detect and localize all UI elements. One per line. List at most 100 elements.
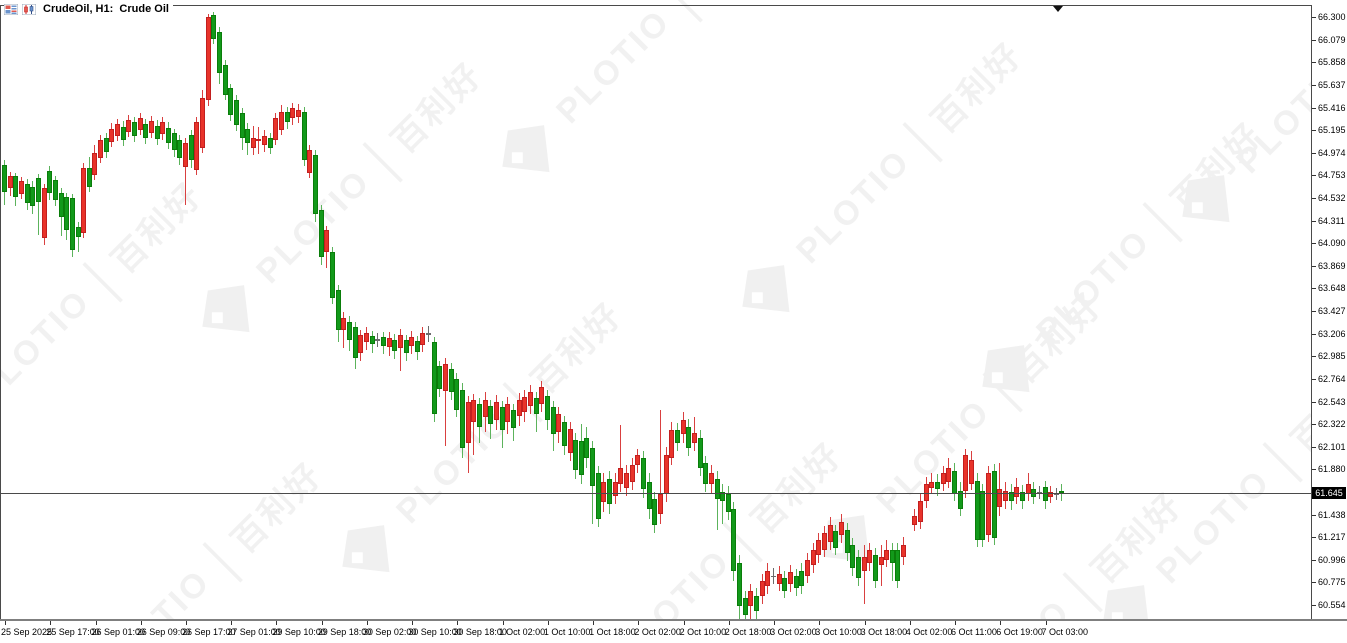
time-tick bbox=[502, 621, 504, 625]
brand-watermark: PLOTIO|百利好 bbox=[803, 273, 1116, 586]
price-tick-label: 63.648 bbox=[1318, 283, 1346, 294]
brand-watermark: PLOTIO|百利好 bbox=[483, 0, 796, 197]
candle-up bbox=[341, 317, 346, 331]
candle-up bbox=[556, 414, 561, 433]
plotio-diamond-logo-icon bbox=[1182, 175, 1230, 223]
candle-up bbox=[149, 121, 154, 133]
candle-down bbox=[2, 165, 7, 192]
candle-up-wick bbox=[185, 137, 186, 206]
time-tick-label: 27 Sep 01:00 bbox=[227, 627, 281, 637]
candle-up-wick bbox=[660, 409, 661, 525]
price-tick bbox=[1312, 356, 1316, 358]
candle-down bbox=[698, 437, 703, 469]
candle-up bbox=[364, 333, 369, 343]
candle-up bbox=[398, 335, 403, 349]
price-tick-label: 65.858 bbox=[1318, 57, 1346, 68]
candle-up bbox=[924, 483, 929, 501]
brand-watermark: PLOTIO|百利好 bbox=[963, 103, 1276, 416]
candle-down bbox=[104, 137, 109, 152]
candle-down bbox=[895, 550, 900, 581]
candle-down bbox=[454, 379, 459, 410]
candle-down bbox=[579, 440, 584, 476]
chart-frame-top bbox=[0, 5, 1311, 6]
candle-down bbox=[336, 290, 341, 331]
candle-down bbox=[534, 397, 539, 415]
candle-down bbox=[573, 439, 578, 471]
candle-down bbox=[228, 87, 233, 116]
candle-down bbox=[488, 405, 493, 425]
price-tick-label: 64.311 bbox=[1318, 215, 1345, 226]
chart-frame-left bbox=[0, 5, 1, 620]
brand-watermark: PLOTIO|百利好 bbox=[1083, 343, 1312, 620]
candle-down bbox=[211, 15, 216, 39]
candle-up bbox=[98, 139, 103, 159]
price-tick bbox=[1312, 243, 1316, 245]
candle-down bbox=[449, 369, 454, 392]
candle-down bbox=[415, 341, 420, 352]
time-tick-label: 4 Oct 02:00 bbox=[905, 627, 953, 637]
price-tick-label: 62.985 bbox=[1318, 351, 1346, 362]
chart-header: CrudeOil, H1: Crude Oil bbox=[4, 2, 173, 16]
candle-up bbox=[528, 391, 533, 406]
time-tick-label: 7 Oct 03:00 bbox=[1041, 627, 1089, 637]
candle-down bbox=[975, 480, 980, 540]
candle-down bbox=[607, 478, 612, 505]
candle-down bbox=[330, 252, 335, 299]
price-tick bbox=[1312, 605, 1316, 606]
watermark-brand-en: PLOTIO bbox=[608, 541, 738, 620]
price-tick bbox=[1312, 130, 1316, 132]
candle-up bbox=[443, 363, 448, 392]
candle-down bbox=[47, 170, 52, 193]
time-axis[interactable]: 25 Sep 2025 25 Sep 17:00 26 Sep 01:00 26 Se… bbox=[0, 621, 1347, 643]
candle-up bbox=[307, 150, 312, 173]
price-tick-label: 66.300 bbox=[1318, 12, 1346, 22]
symbol-period-label: CrudeOil, H1: bbox=[43, 3, 114, 15]
time-tick-label: 25 Sep 17:00 bbox=[46, 627, 100, 637]
time-tick-label: 30 Sep 18:00 bbox=[453, 627, 507, 637]
candle-down bbox=[794, 575, 799, 588]
candle-down bbox=[952, 471, 957, 494]
time-tick-label: 26 Sep 17:00 bbox=[182, 627, 236, 637]
candle-down bbox=[437, 365, 442, 390]
brand-watermark: PLOTIO|百利好 bbox=[1163, 0, 1312, 247]
candle-up bbox=[748, 591, 753, 607]
watermark-brand-en: PLOTIO bbox=[1228, 51, 1312, 181]
candle-down bbox=[562, 422, 567, 446]
candle-up bbox=[765, 570, 770, 586]
candle-up bbox=[1048, 491, 1053, 497]
chart-shift-arrow-icon[interactable] bbox=[1053, 6, 1063, 12]
candle-down bbox=[477, 403, 482, 428]
candle-up bbox=[777, 573, 782, 584]
candle-up bbox=[387, 338, 392, 348]
candle-up bbox=[19, 180, 24, 194]
time-tick bbox=[5, 621, 6, 625]
time-tick bbox=[1000, 621, 1002, 625]
candle-down bbox=[856, 557, 861, 578]
time-tick bbox=[140, 621, 142, 625]
price-axis[interactable]: 66.300 66.079 65.858 65.637 65.416 65.195 64.9… bbox=[1312, 0, 1347, 620]
chart-plot[interactable]: PLOTIO|百利好PLOTIO|百利好PLOTIO|百利好PLOTIO|百利好… bbox=[0, 0, 1312, 620]
candle-up bbox=[669, 430, 674, 458]
watermark-brand-en: PLOTIO bbox=[788, 141, 918, 271]
candle-up bbox=[601, 481, 606, 503]
bar-chart-icon bbox=[4, 3, 18, 15]
candle-up bbox=[183, 142, 188, 168]
candle-up bbox=[997, 488, 1002, 508]
candle-up bbox=[630, 465, 635, 482]
price-tick bbox=[1312, 197, 1316, 199]
candle-down bbox=[347, 321, 352, 341]
candle-down bbox=[782, 577, 787, 592]
candle-up bbox=[522, 396, 527, 412]
watermark-divider: | bbox=[353, 132, 407, 186]
candle-up bbox=[946, 468, 951, 482]
candle-doji bbox=[771, 575, 776, 578]
candle-up bbox=[986, 473, 991, 535]
candle-down bbox=[392, 340, 397, 351]
candle-down bbox=[268, 137, 273, 148]
candle-down bbox=[799, 570, 804, 586]
candle-up bbox=[760, 580, 765, 597]
price-tick-label: 65.195 bbox=[1318, 125, 1346, 136]
candle-up bbox=[929, 481, 934, 488]
watermark-brand-cn: 百利好 bbox=[224, 455, 330, 561]
candle-down bbox=[1059, 490, 1064, 494]
